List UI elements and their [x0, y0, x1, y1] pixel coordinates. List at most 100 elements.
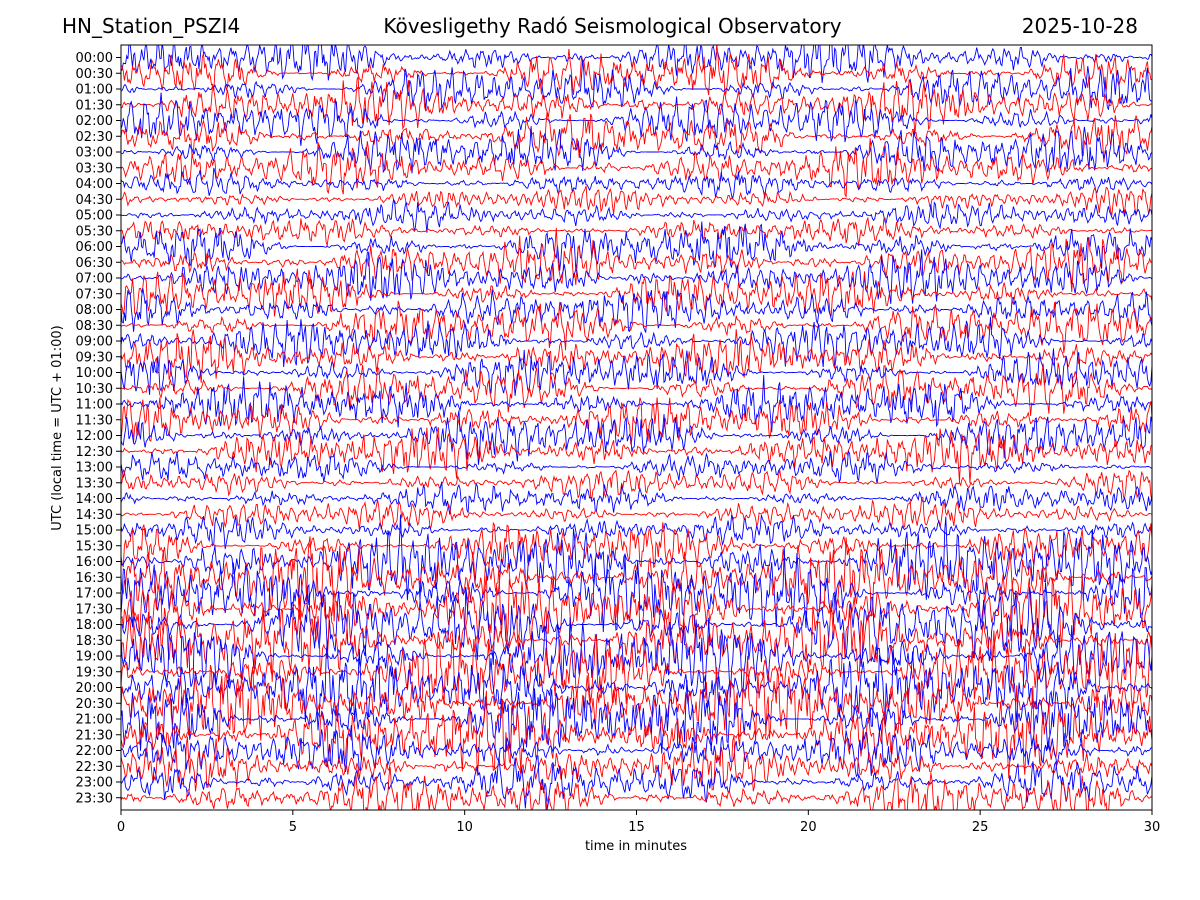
- y-tick-label: 10:30: [76, 382, 113, 397]
- trace-line: [121, 641, 1152, 731]
- y-tick-label: 19:30: [76, 665, 113, 680]
- trace-line: [121, 348, 1152, 396]
- trace-line: [121, 329, 1152, 383]
- trace-line: [121, 767, 1152, 810]
- y-tick-label: 21:30: [76, 728, 113, 743]
- y-tick-label: 05:00: [76, 209, 113, 224]
- trace-line: [121, 362, 1152, 416]
- trace-line: [121, 221, 1152, 271]
- y-tick-label: 12:00: [76, 429, 113, 444]
- trace-line: [121, 735, 1152, 792]
- y-tick-label: 17:30: [76, 602, 113, 617]
- y-tick-label: 09:30: [76, 350, 113, 365]
- trace-line: [121, 521, 1152, 569]
- y-tick-label: 00:00: [76, 51, 113, 66]
- trace-line: [121, 199, 1152, 233]
- x-tick-label: 5: [289, 820, 297, 835]
- seismic-traces: [121, 45, 1152, 810]
- trace-line: [121, 685, 1152, 779]
- y-tick-label: 10:00: [76, 366, 113, 381]
- y-tick-label: 04:00: [76, 177, 113, 192]
- y-tick-label: 13:30: [76, 476, 113, 491]
- y-tick-label: 18:00: [76, 618, 113, 633]
- trace-line: [121, 481, 1152, 515]
- trace-line: [121, 496, 1152, 530]
- trace-line: [121, 374, 1152, 433]
- trace-line: [121, 450, 1152, 484]
- y-tick-label: 03:00: [76, 146, 113, 161]
- trace-line: [121, 536, 1152, 622]
- y-tick-label: 19:00: [76, 650, 113, 665]
- y-tick-label: 07:30: [76, 287, 113, 302]
- trace-line: [121, 630, 1152, 709]
- y-tick-label: 16:00: [76, 555, 113, 570]
- x-tick-label: 0: [117, 820, 125, 835]
- y-tick-label: 06:30: [76, 256, 113, 271]
- y-axis-label: UTC (local time = UTC + 01:00): [50, 325, 65, 530]
- trace-line: [121, 594, 1152, 682]
- x-tick-label: 20: [800, 820, 817, 835]
- x-tick-label: 25: [972, 820, 989, 835]
- trace-line: [121, 249, 1152, 304]
- trace-line: [121, 185, 1152, 217]
- x-tick-label: 30: [1144, 820, 1161, 835]
- y-tick-label: 23:00: [76, 776, 113, 791]
- trace-line: [121, 616, 1152, 698]
- trace-line: [121, 514, 1152, 550]
- trace-line: [121, 216, 1152, 246]
- trace-line: [121, 547, 1152, 633]
- trace-line: [121, 76, 1152, 135]
- y-tick-label: 20:00: [76, 681, 113, 696]
- y-tick-label: 03:30: [76, 161, 113, 176]
- trace-line: [121, 410, 1152, 465]
- y-tick-label: 09:00: [76, 335, 113, 350]
- trace-line: [121, 288, 1152, 333]
- y-tick-label: 23:30: [76, 791, 113, 806]
- y-tick-label: 00:30: [76, 67, 113, 82]
- y-tick-label: 01:00: [76, 83, 113, 98]
- trace-line: [121, 754, 1152, 810]
- y-tick-label: 01:30: [76, 98, 113, 113]
- trace-line: [121, 300, 1152, 354]
- chart-title: Kövesligethy Radó Seismological Observat…: [383, 14, 842, 38]
- y-axis: 00:0000:3001:0001:3002:0002:3003:0003:30…: [76, 51, 121, 806]
- x-axis-label: time in minutes: [585, 839, 687, 854]
- y-tick-label: 14:30: [76, 508, 113, 523]
- y-tick-label: 21:00: [76, 713, 113, 728]
- y-tick-label: 08:30: [76, 319, 113, 334]
- y-tick-label: 06:00: [76, 240, 113, 255]
- x-axis: 0 5 10 15 20 25 30: [117, 810, 1160, 835]
- trace-line: [121, 316, 1152, 369]
- trace-line: [121, 167, 1152, 200]
- y-tick-label: 05:30: [76, 224, 113, 239]
- trace-line: [121, 655, 1152, 747]
- y-tick-label: 08:00: [76, 303, 113, 318]
- y-tick-label: 18:30: [76, 634, 113, 649]
- y-tick-label: 20:30: [76, 697, 113, 712]
- y-tick-label: 15:00: [76, 524, 113, 539]
- trace-line: [121, 582, 1152, 667]
- y-tick-label: 13:00: [76, 461, 113, 476]
- y-tick-label: 11:30: [76, 413, 113, 428]
- y-tick-label: 22:30: [76, 760, 113, 775]
- trace-line: [121, 468, 1152, 501]
- trace-line: [121, 111, 1152, 163]
- x-tick-label: 15: [628, 820, 645, 835]
- y-tick-label: 17:00: [76, 587, 113, 602]
- y-tick-label: 07:00: [76, 272, 113, 287]
- y-tick-label: 04:30: [76, 193, 113, 208]
- trace-line: [121, 138, 1152, 199]
- y-tick-label: 02:00: [76, 114, 113, 129]
- station-label: HN_Station_PSZI4: [62, 14, 241, 38]
- y-tick-label: 22:00: [76, 744, 113, 759]
- trace-line: [121, 724, 1152, 778]
- trace-line: [121, 227, 1152, 292]
- trace-line: [121, 92, 1152, 146]
- y-tick-label: 16:30: [76, 571, 113, 586]
- y-tick-label: 02:30: [76, 130, 113, 145]
- x-tick-label: 10: [456, 820, 473, 835]
- y-tick-label: 15:30: [76, 539, 113, 554]
- trace-line: [121, 126, 1152, 174]
